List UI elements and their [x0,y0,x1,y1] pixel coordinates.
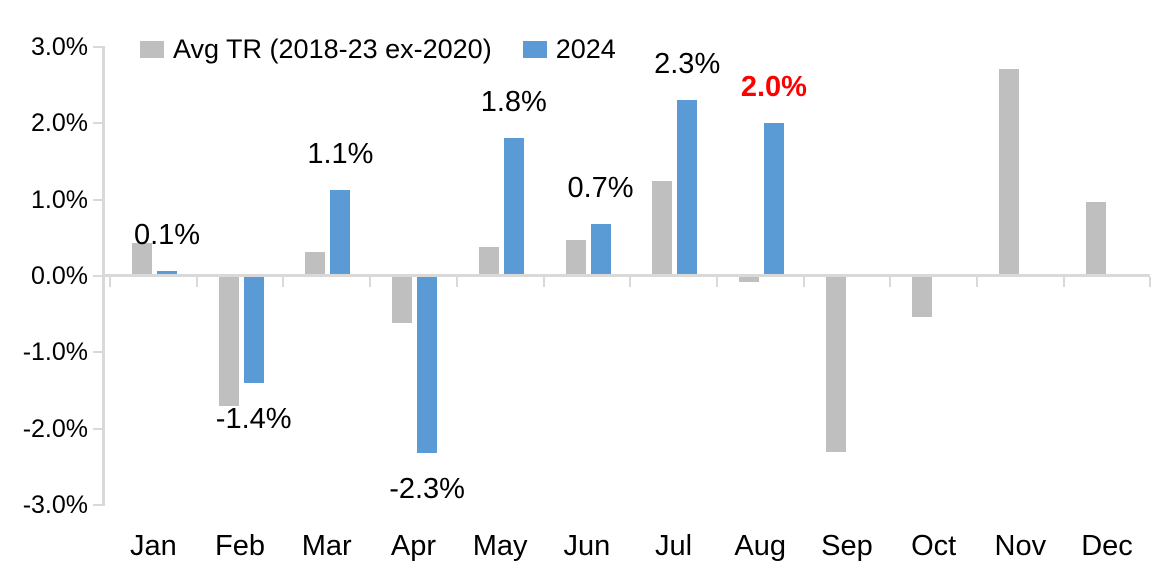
x-axis-label-mar: Mar [301,530,352,562]
legend-swatch-2024 [522,41,547,58]
x-axis-line [102,274,1150,277]
x-axis-tick [802,277,805,287]
y-axis-tick-label: 2.0% [31,109,88,138]
y-axis-tick-label: -1.0% [22,338,88,367]
bar-2024-aug [763,123,784,276]
value-label-mar: 1.1% [307,137,374,170]
bar-avg-mar [305,251,326,276]
x-axis-tick [629,277,632,287]
x-axis-tick [889,277,892,287]
y-axis-tick [93,427,102,430]
y-axis-tick-label: 0.0% [31,262,88,290]
x-axis-label-jul: Jul [654,530,693,562]
bar-2024-mar [330,189,351,276]
value-label-jun: 0.7% [567,172,634,205]
x-axis-label-jun: Jun [563,530,611,562]
bar-avg-oct [912,276,933,318]
x-axis-label-dec: Dec [1081,530,1133,562]
x-axis-tick [455,277,458,287]
legend-swatch-avg-tr [140,41,164,58]
y-axis-tick [93,198,102,201]
value-label-jan: 0.1% [133,219,201,252]
value-label-feb: -1.4% [215,402,292,435]
legend-label-avg-tr: Avg TR (2018-23 ex-2020) [173,34,492,64]
bar-2024-jan [157,271,177,276]
bar-avg-jan [132,243,152,276]
x-axis-tick [369,277,372,287]
bar-2024-jul [677,100,698,276]
x-axis-tick [109,277,111,287]
bar-avg-may [478,246,499,276]
x-axis-tick [1062,277,1065,287]
bar-avg-sep [825,276,846,452]
x-axis-tick [282,277,285,287]
x-axis-tick [976,277,978,287]
bar-2024-jun [590,224,611,276]
x-axis-tick [195,277,198,287]
legend-label-2024: 2024 [555,34,616,64]
x-axis-label-oct: Oct [911,530,957,562]
bar-2024-apr [417,276,438,454]
y-axis-tick [93,275,102,277]
bar-avg-feb [218,276,239,406]
x-axis-label-feb: Feb [215,530,266,562]
x-axis-tick [715,277,718,287]
value-label-jul: 2.3% [654,48,721,81]
bar-avg-aug [738,276,759,283]
value-label-may: 1.8% [480,85,547,118]
y-axis-tick [93,46,102,48]
x-axis-tick [542,277,545,287]
y-axis-tick-label: 3.0% [31,33,88,61]
value-label-apr: -2.3% [389,473,465,506]
bar-2024-feb [243,276,264,383]
legend: Avg TR (2018-23 ex-2020) 2024 [140,34,616,65]
x-axis-tick [1149,277,1152,287]
x-axis-label-sep: Sep [821,530,873,562]
x-axis-label-nov: Nov [994,530,1047,562]
x-axis-label-apr: Apr [390,530,436,562]
bar-avg-nov [999,69,1019,276]
bar-avg-dec [1085,201,1106,276]
y-axis-tick [93,122,102,125]
value-label-aug: 2.0% [740,71,807,104]
bar-avg-jul [652,180,673,276]
x-axis-label-aug: Aug [734,530,787,562]
y-axis-tick-label: -2.0% [22,414,88,443]
y-axis-tick-label: -3.0% [22,490,88,519]
x-axis-label-may: May [472,530,528,562]
y-axis-tick [93,351,102,354]
bar-avg-jun [565,240,586,276]
y-axis-tick-label: 1.0% [31,185,88,214]
bar-avg-apr [392,276,413,324]
x-axis-label-jan: Jan [129,530,177,562]
bar-2024-may [503,137,524,276]
y-axis-tick [93,503,102,506]
